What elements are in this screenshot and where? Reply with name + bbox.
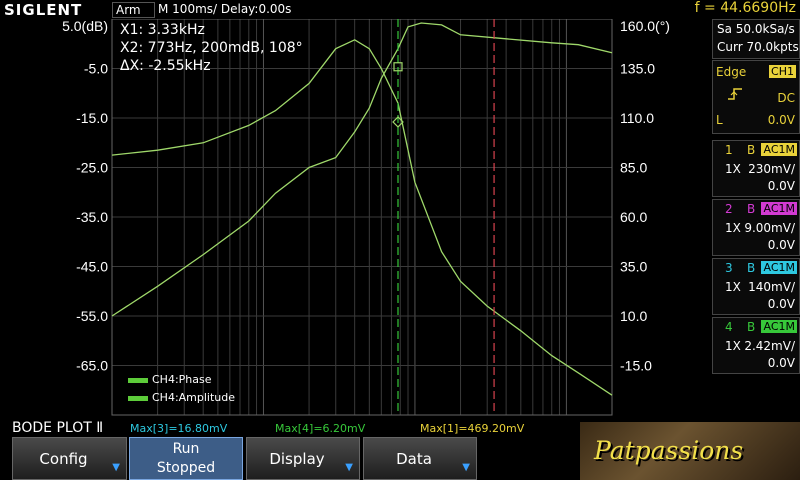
right-tick-label: 35.0	[620, 259, 647, 275]
memory-depth: Curr 70.0kpts	[717, 40, 799, 54]
timebase-readout[interactable]: M 100ms/ Delay:0.00s	[158, 2, 292, 16]
channel-number: 3	[725, 261, 733, 275]
channel-number: 4	[725, 320, 733, 334]
vertical-offset: 0.0V	[767, 356, 795, 370]
trigger-level: 0.0V	[767, 113, 795, 127]
probe-factor: 1X	[725, 221, 741, 235]
channel-3-info[interactable]: 3 B AC1M 1X 140mV/0.0V	[712, 258, 800, 315]
channel-1-info[interactable]: 1 B AC1M 1X 230mV/0.0V	[712, 140, 800, 197]
cursor-lines	[392, 19, 495, 415]
display-label: Display	[269, 450, 325, 468]
left-tick-label: -15.0	[76, 110, 108, 126]
chevron-down-icon: ▼	[345, 462, 353, 473]
amplitude-trace	[111, 39, 613, 396]
left-tick-label: -25.0	[76, 160, 108, 176]
cursor-marker-phase	[392, 116, 404, 128]
probe-factor: 1X	[725, 280, 741, 294]
chevron-down-icon: ▼	[112, 462, 120, 473]
bandwidth-limit: B	[747, 261, 756, 275]
watermark-logo: Patpassions	[580, 422, 800, 480]
cursor-delta-readout: ΔX: -2.55kHz	[120, 58, 211, 74]
stopped-label: Stopped	[156, 460, 216, 476]
right-tick-label: -15.0	[620, 358, 652, 374]
config-button[interactable]: Config ▼	[12, 437, 127, 480]
legend-item-phase: CH4:Phase	[128, 371, 235, 389]
trigger-mode: L	[716, 113, 723, 127]
coupling-badge: AC1M	[761, 143, 797, 156]
max-ch3-readout: Max[3]=16.80mV	[130, 422, 228, 435]
acquisition-info[interactable]: Sa 50.0kSa/s Curr 70.0kpts	[712, 19, 800, 59]
cursor-x1-readout: X1: 3.33kHz	[120, 22, 205, 38]
trigger-info[interactable]: Edge CH1 DC L 0.0V	[712, 60, 800, 134]
rising-edge-icon	[727, 87, 743, 105]
grid-lines	[111, 19, 613, 416]
cursor-x2-readout: X2: 773Hz, 200mdB, 108°	[120, 40, 303, 56]
chevron-down-icon: ▼	[462, 462, 470, 473]
bandwidth-limit: B	[747, 320, 756, 334]
trigger-coupling: DC	[777, 91, 795, 105]
data-button[interactable]: Data ▼	[363, 437, 477, 480]
watermark-text: Patpassions	[594, 436, 744, 465]
right-tick-label: 110.0	[620, 110, 654, 126]
vertical-scale: 2.42mV/	[744, 339, 795, 353]
vertical-offset: 0.0V	[767, 238, 795, 252]
config-label: Config	[39, 450, 88, 468]
cursor-marker-amplitude	[393, 62, 403, 72]
sample-rate: Sa 50.0kSa/s	[717, 22, 795, 36]
acquisition-status: Arm	[112, 2, 155, 18]
brand-logo: SIGLENT	[4, 1, 83, 19]
right-tick-label: 60.0	[620, 209, 647, 225]
data-label: Data	[396, 450, 432, 468]
left-tick-label: -65.0	[76, 358, 108, 374]
right-axis-title: 160.0(°)	[620, 19, 670, 34]
vertical-scale: 140mV/	[748, 280, 795, 294]
right-tick-label: 135.0	[620, 61, 655, 77]
bode-chart: 5.0(dB) -5.0 -15.0 -25.0 -35.0 -45.0 -55.0 -65.…	[0, 19, 712, 419]
channel-4-info[interactable]: 4 B AC1M 1X 2.42mV/0.0V	[712, 317, 800, 374]
coupling-badge: AC1M	[761, 202, 797, 215]
bandwidth-limit: B	[747, 202, 756, 216]
run-label: Run	[172, 441, 200, 457]
trigger-type: Edge	[716, 65, 747, 79]
legend: CH4:Phase CH4:Amplitude	[128, 371, 235, 407]
max-ch4-readout: Max[4]=6.20mV	[275, 422, 366, 435]
probe-factor: 1X	[725, 162, 741, 176]
vertical-offset: 0.0V	[767, 297, 795, 311]
plot-frame	[111, 19, 613, 416]
coupling-badge: AC1M	[761, 320, 797, 333]
traces	[111, 22, 613, 396]
trigger-source: CH1	[769, 65, 796, 78]
phase-trace	[111, 22, 613, 317]
max-ch1-readout: Max[1]=469.20mV	[420, 422, 525, 435]
cursor-readout: X1: 3.33kHz X2: 773Hz, 200mdB, 108° ΔX: …	[120, 21, 303, 75]
mode-title: BODE PLOT Ⅱ	[12, 420, 104, 436]
channel-2-info[interactable]: 2 B AC1M 1X 9.00mV/0.0V	[712, 199, 800, 256]
probe-factor: 1X	[725, 339, 741, 353]
vertical-scale: 230mV/	[748, 162, 795, 176]
right-info-panel: Sa 50.0kSa/s Curr 70.0kpts Edge CH1 DC L…	[712, 19, 800, 419]
channel-number: 1	[725, 143, 733, 157]
axis-labels: 5.0(dB) -5.0 -15.0 -25.0 -35.0 -45.0 -55.0 -65.…	[62, 19, 670, 374]
coupling-badge: AC1M	[761, 261, 797, 274]
top-bar: SIGLENT Arm M 100ms/ Delay:0.00s f = 44.…	[0, 0, 800, 19]
legend-item-amplitude: CH4:Amplitude	[128, 389, 235, 407]
right-tick-label: 10.0	[620, 308, 647, 324]
vertical-scale: 9.00mV/	[744, 221, 795, 235]
left-tick-label: -35.0	[76, 209, 108, 225]
left-tick-label: -55.0	[76, 308, 108, 324]
left-axis-title: 5.0(dB)	[62, 19, 108, 34]
vertical-offset: 0.0V	[767, 179, 795, 193]
left-tick-label: -5.0	[84, 61, 108, 77]
bode-plot: 5.0(dB) -5.0 -15.0 -25.0 -35.0 -45.0 -55.0 -65.…	[0, 19, 712, 419]
display-button[interactable]: Display ▼	[246, 437, 360, 480]
bandwidth-limit: B	[747, 143, 756, 157]
channel-number: 2	[725, 202, 733, 216]
frequency-readout: f = 44.6690Hz	[694, 0, 796, 16]
right-tick-label: 85.0	[620, 160, 647, 176]
left-tick-label: -45.0	[76, 259, 108, 275]
run-stopped-button[interactable]: Run Stopped	[129, 437, 243, 480]
